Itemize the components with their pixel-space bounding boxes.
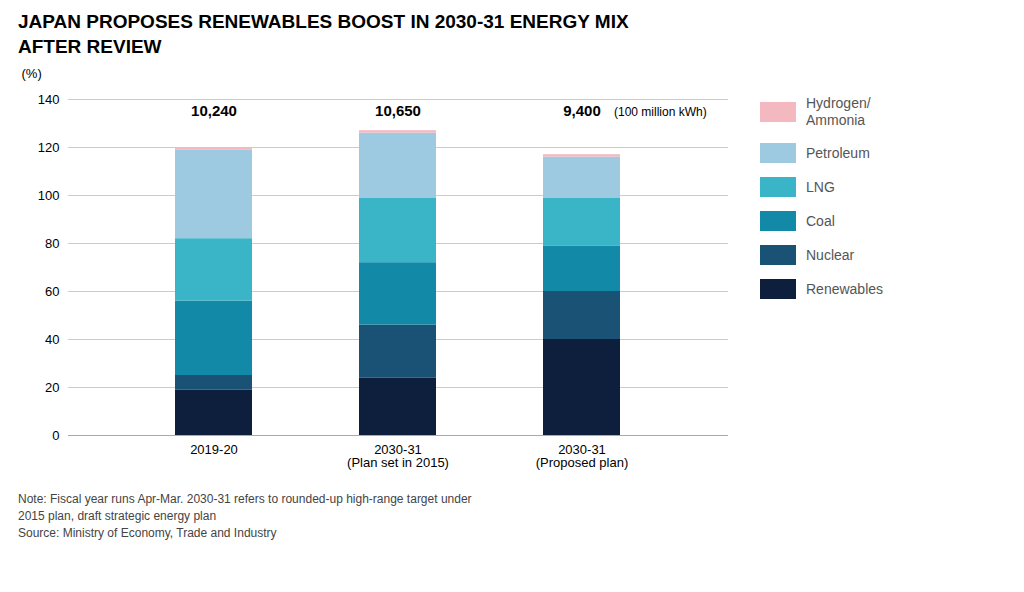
svg-text:80: 80 — [45, 236, 59, 251]
html-text:Hydrogen/ Ammonia: Hydrogen/ Ammonia — [806, 95, 871, 129]
svg-text:2030-31(Proposed plan): 2030-31(Proposed plan) — [536, 442, 629, 470]
html-text:Renewables: Renewables — [806, 280, 884, 297]
html-text:Petroleum: Petroleum — [806, 144, 870, 161]
html-text:Note: Fiscal year runs Apr-Mar: Note: Fiscal year runs Apr-Mar. 2030-31 … — [18, 492, 472, 540]
svg-text:40: 40 — [45, 332, 59, 347]
html-text:Nuclear: Nuclear — [806, 246, 855, 263]
html-text:JAPAN PROPOSES RENEWABLES BOOS: JAPAN PROPOSES RENEWABLES BOOST IN 2030-… — [18, 11, 629, 57]
svg-text:2019-20: 2019-20 — [190, 442, 238, 457]
svg-text:10,240: 10,240 — [191, 103, 237, 120]
svg-text:100: 100 — [38, 188, 60, 203]
svg-text:(%): (%) — [22, 66, 42, 81]
svg-text:9,400: 9,400 — [563, 103, 601, 120]
svg-text:20: 20 — [45, 380, 59, 395]
svg-text:120: 120 — [38, 140, 60, 155]
svg-text:(100 million kWh): (100 million kWh) — [614, 105, 707, 119]
svg-text:0: 0 — [52, 428, 59, 443]
svg-text:2030-31(Plan set in 2015): 2030-31(Plan set in 2015) — [347, 442, 449, 470]
svg-text:10,650: 10,650 — [375, 103, 421, 120]
svg-text:140: 140 — [38, 92, 60, 107]
svg-text:60: 60 — [45, 284, 59, 299]
html-text:LNG: LNG — [806, 178, 835, 195]
html-text:Coal: Coal — [806, 212, 835, 229]
